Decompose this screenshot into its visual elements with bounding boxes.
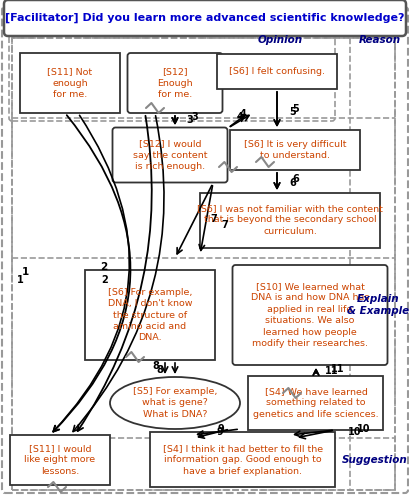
- Text: [S11] Not
enough
for me.: [S11] Not enough for me.: [47, 67, 92, 99]
- Text: Opinion: Opinion: [257, 35, 302, 45]
- Text: [S6] I was not familiar with the content
that is beyond the secondary school
cur: [S6] I was not familiar with the content…: [197, 204, 382, 236]
- Text: [Facilitator] Did you learn more advanced scientific knowledge?: [Facilitator] Did you learn more advance…: [5, 13, 404, 23]
- Text: 7: 7: [221, 220, 228, 230]
- Text: [S12]
Enough
for me.: [S12] Enough for me.: [157, 67, 192, 99]
- Text: 4: 4: [236, 112, 243, 122]
- Text: 1: 1: [22, 267, 29, 277]
- Text: 5: 5: [291, 104, 298, 114]
- FancyBboxPatch shape: [200, 193, 379, 248]
- Text: [S4] I think it had better to fill the
information gap. Good enough to
have a br: [S4] I think it had better to fill the i…: [162, 444, 322, 476]
- FancyBboxPatch shape: [127, 53, 222, 113]
- Text: 4: 4: [239, 109, 246, 119]
- FancyBboxPatch shape: [150, 433, 335, 488]
- Text: [S6] I felt confusing.: [S6] I felt confusing.: [229, 66, 324, 76]
- Text: 2: 2: [101, 275, 108, 285]
- Text: [S10] We learned what
DNA is and how DNA has
applied in real life
situations. We: [S10] We learned what DNA is and how DNA…: [250, 282, 368, 348]
- Text: 3: 3: [186, 115, 193, 125]
- Text: 9: 9: [216, 427, 223, 437]
- FancyBboxPatch shape: [112, 128, 227, 183]
- Text: 9: 9: [218, 424, 224, 434]
- FancyBboxPatch shape: [248, 376, 382, 431]
- Text: [S4] We have learned
something related to
genetics and life sciences.: [S4] We have learned something related t…: [253, 387, 378, 419]
- Text: [S6] For example,
DNA, I don't know
the structure of
amino acid and
DNA.: [S6] For example, DNA, I don't know the …: [108, 288, 192, 343]
- FancyBboxPatch shape: [10, 435, 110, 485]
- FancyBboxPatch shape: [4, 0, 405, 36]
- Text: 11: 11: [324, 366, 338, 376]
- FancyBboxPatch shape: [20, 53, 120, 113]
- Text: Suggestion: Suggestion: [341, 455, 407, 465]
- FancyBboxPatch shape: [216, 53, 336, 89]
- Text: 6: 6: [289, 178, 296, 188]
- Text: 7: 7: [209, 214, 216, 224]
- Text: 3: 3: [191, 112, 197, 122]
- Text: Explain
& Example: Explain & Example: [346, 294, 408, 316]
- Text: 10: 10: [356, 424, 370, 434]
- Text: 10: 10: [347, 427, 361, 437]
- Text: 8: 8: [156, 365, 163, 375]
- Text: Reason: Reason: [358, 35, 400, 45]
- Text: [S11] I would
like eight more
lessons.: [S11] I would like eight more lessons.: [25, 444, 95, 476]
- Text: 6: 6: [291, 174, 298, 184]
- Text: [S12] I would
say the content
is rich enough.: [S12] I would say the content is rich en…: [133, 139, 207, 171]
- Text: 2: 2: [100, 262, 107, 272]
- Ellipse shape: [110, 377, 239, 429]
- Text: 1: 1: [17, 275, 23, 285]
- Text: 5: 5: [289, 107, 296, 117]
- FancyBboxPatch shape: [85, 270, 214, 360]
- Text: [S5] For example,
what is gene?
What is DNA?: [S5] For example, what is gene? What is …: [133, 387, 217, 419]
- Text: [S6] It is very difficult
to understand.: [S6] It is very difficult to understand.: [243, 140, 346, 160]
- FancyBboxPatch shape: [229, 130, 359, 170]
- Text: 8: 8: [152, 361, 159, 371]
- FancyBboxPatch shape: [232, 265, 387, 365]
- Text: 11: 11: [330, 364, 344, 374]
